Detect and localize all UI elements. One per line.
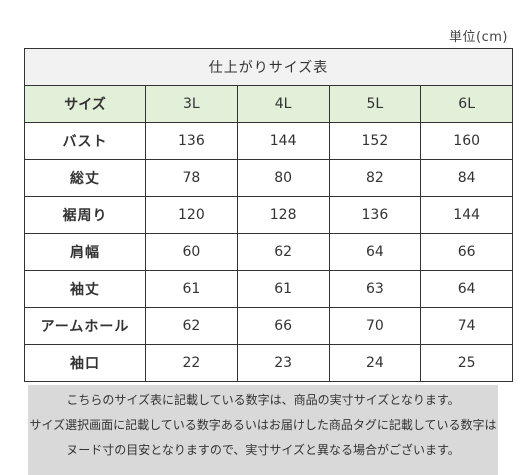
row-label: アームホール xyxy=(24,307,146,345)
table-row: 肩幅 60 62 64 66 xyxy=(24,233,514,271)
table-row: 総丈 78 80 82 84 xyxy=(24,159,514,197)
table-title-row: 仕上がりサイズ表 xyxy=(23,48,514,86)
table-cell: 22 xyxy=(145,344,238,382)
table-cell: 23 xyxy=(236,344,330,382)
table-cell: 25 xyxy=(420,344,514,382)
table-cell: 152 xyxy=(328,122,422,160)
row-label: バスト xyxy=(24,122,146,160)
table-cell: 160 xyxy=(420,122,514,160)
header-size-label: サイズ xyxy=(24,85,146,123)
table-header-row: サイズ 3L 4L 5L 6L xyxy=(24,85,514,123)
note-line: こちらのサイズ表に記載している数字は、商品の実寸サイズとなります。 xyxy=(66,393,460,407)
table-cell: 62 xyxy=(145,307,238,345)
table-title: 仕上がりサイズ表 xyxy=(23,48,514,86)
row-label: 袖丈 xyxy=(24,270,146,308)
table-cell: 61 xyxy=(236,270,330,308)
header-size-3l: 3L xyxy=(145,85,238,123)
note-line: ヌード寸の目安となりますので、実寸サイズと異なる場合がございます。 xyxy=(66,443,460,457)
row-label: 肩幅 xyxy=(24,233,146,271)
unit-label: 単位(cm) xyxy=(449,30,508,45)
size-table: 仕上がりサイズ表 サイズ 3L 4L 5L 6L バスト 136 144 152… xyxy=(23,48,514,382)
table-cell: 64 xyxy=(328,233,422,271)
table-cell: 128 xyxy=(236,196,330,234)
note-line: サイズ選択画面に記載している数字あるいはお届けした商品タグに記載している数字は xyxy=(29,418,497,432)
table-cell: 144 xyxy=(236,122,330,160)
table-row: アームホール 62 66 70 74 xyxy=(24,307,514,345)
table-cell: 74 xyxy=(420,307,514,345)
note-box: こちらのサイズ表に記載している数字は、商品の実寸サイズとなります。 サイズ選択画… xyxy=(28,385,498,475)
table-cell: 63 xyxy=(328,270,422,308)
table-cell: 82 xyxy=(328,159,422,197)
table-row: 裾周り 120 128 136 144 xyxy=(24,196,514,234)
header-size-6l: 6L xyxy=(420,85,514,123)
table-cell: 60 xyxy=(145,233,238,271)
table-row: バスト 136 144 152 160 xyxy=(24,122,514,160)
table-cell: 144 xyxy=(420,196,514,234)
table-cell: 120 xyxy=(145,196,238,234)
table-row: 袖口 22 23 24 25 xyxy=(24,344,514,382)
table-cell: 78 xyxy=(145,159,238,197)
row-label: 裾周り xyxy=(24,196,146,234)
table-cell: 84 xyxy=(420,159,514,197)
header-size-5l: 5L xyxy=(328,85,422,123)
table-cell: 24 xyxy=(328,344,422,382)
table-cell: 136 xyxy=(328,196,422,234)
table-cell: 70 xyxy=(328,307,422,345)
table-cell: 66 xyxy=(420,233,514,271)
table-cell: 64 xyxy=(420,270,514,308)
row-label: 総丈 xyxy=(24,159,146,197)
header-size-4l: 4L xyxy=(236,85,330,123)
table-cell: 136 xyxy=(145,122,238,160)
table-cell: 80 xyxy=(236,159,330,197)
table-cell: 61 xyxy=(145,270,238,308)
table-cell: 62 xyxy=(236,233,330,271)
table-row: 袖丈 61 61 63 64 xyxy=(24,270,514,308)
row-label: 袖口 xyxy=(24,344,146,382)
table-cell: 66 xyxy=(236,307,330,345)
